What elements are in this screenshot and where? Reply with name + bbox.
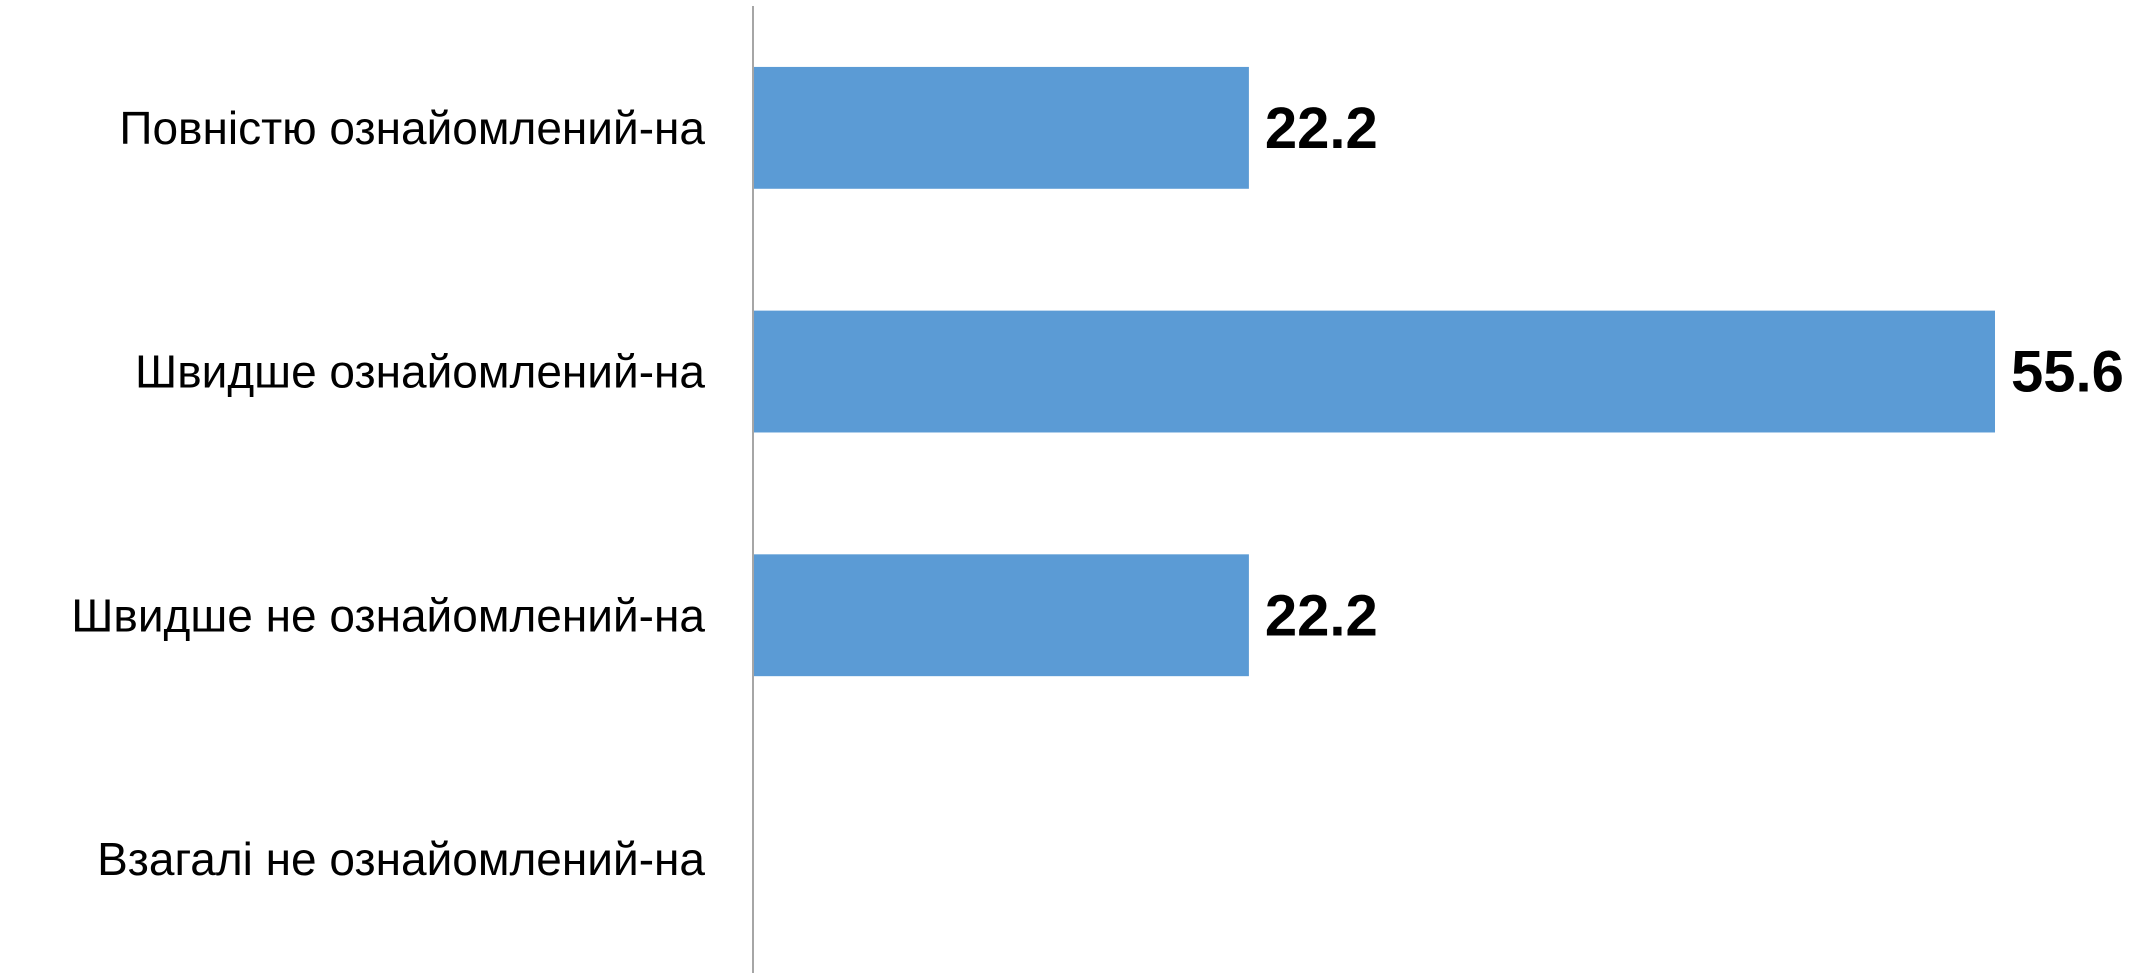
data-label: 55.6 (2011, 340, 2124, 405)
bar (753, 310, 1995, 433)
data-label: 22.2 (1265, 583, 1378, 648)
bar (753, 554, 1249, 677)
category-label: Повністю ознайомлений-на (119, 102, 705, 154)
category-label: Взагалі не ознайомлений-на (97, 833, 705, 885)
bars-layer (753, 66, 1995, 677)
bar (753, 66, 1249, 189)
labels-layer: Повністю ознайомлений-на 22.2 Швидше ознай… (71, 96, 2124, 885)
data-label: 22.2 (1265, 96, 1378, 161)
category-label: Швидше ознайомлений-на (135, 346, 705, 398)
category-label: Швидше не ознайомлений-на (71, 589, 705, 641)
